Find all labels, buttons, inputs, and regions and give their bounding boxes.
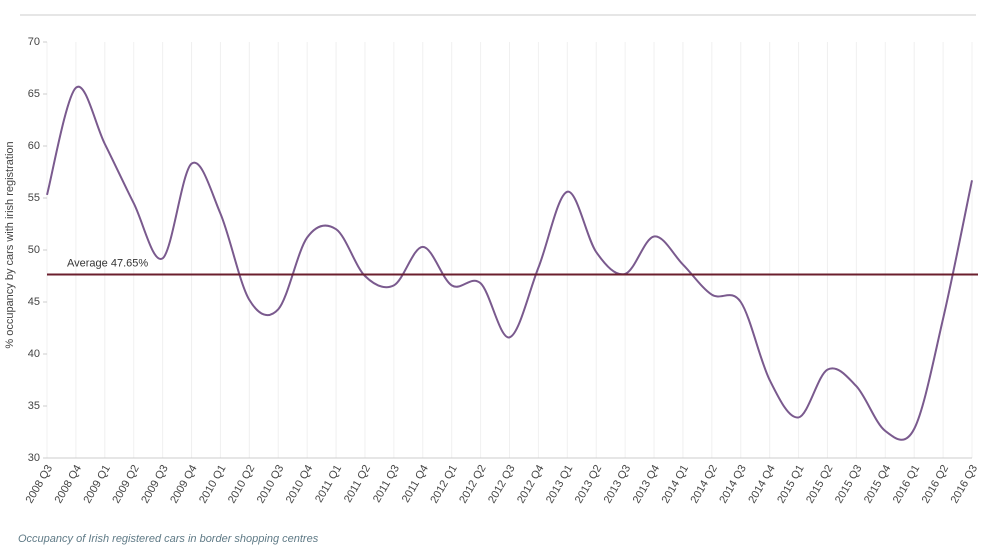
- x-tick-label: 2015 Q4: [862, 463, 893, 506]
- x-tick-label: 2011 Q4: [400, 463, 431, 505]
- x-tick-label: 2013 Q4: [631, 463, 662, 506]
- x-tick-label: 2014 Q3: [717, 463, 748, 506]
- x-tick-label: 2011 Q2: [342, 463, 373, 505]
- x-tick-label: 2013 Q2: [573, 463, 604, 506]
- x-tick-label: 2015 Q3: [833, 463, 864, 506]
- x-tick-label: 2016 Q3: [949, 463, 980, 506]
- x-tick-label: 2009 Q2: [110, 463, 141, 506]
- y-tick-label: 55: [28, 192, 40, 204]
- y-tick-label: 50: [28, 244, 40, 256]
- x-tick-label: 2013 Q3: [602, 463, 633, 506]
- x-tick-label: 2008 Q3: [24, 463, 55, 506]
- x-tick-label: 2010 Q4: [284, 463, 315, 506]
- x-tick-label: 2008 Q4: [53, 463, 84, 506]
- x-tick-label: 2012 Q3: [486, 463, 517, 506]
- x-tick-label: 2011 Q3: [371, 463, 402, 505]
- y-tick-label: 40: [28, 348, 40, 360]
- x-tick-label: 2014 Q2: [688, 463, 719, 506]
- y-tick-label: 45: [28, 296, 40, 308]
- x-tick-label: 2014 Q4: [746, 463, 777, 506]
- x-tick-label: 2016 Q1: [891, 463, 922, 506]
- x-tick-label: 2010 Q3: [255, 463, 286, 506]
- caption: Occupancy of Irish registered cars in bo…: [18, 533, 319, 545]
- y-tick-label: 70: [28, 36, 40, 48]
- x-tick-label: 2010 Q1: [197, 463, 228, 506]
- y-tick-label: 60: [28, 140, 40, 152]
- y-tick-label: 65: [28, 88, 40, 100]
- y-tick-label: 30: [28, 452, 40, 464]
- x-tick-label: 2009 Q4: [168, 463, 199, 506]
- x-tick-label: 2011 Q1: [313, 463, 344, 505]
- y-tick-label: 35: [28, 400, 40, 412]
- x-tick-label: 2015 Q1: [775, 463, 806, 506]
- x-tick-label: 2012 Q1: [428, 463, 459, 506]
- x-tick-label: 2013 Q1: [544, 463, 575, 506]
- x-tick-label: 2010 Q2: [226, 463, 257, 506]
- data-line: [46, 85, 973, 441]
- x-tick-label: 2009 Q1: [81, 463, 112, 506]
- x-tick-label: 2014 Q1: [660, 463, 691, 506]
- x-tick-label: 2015 Q2: [804, 463, 835, 506]
- x-tick-label: 2009 Q3: [139, 463, 170, 506]
- average-label: Average 47.65%: [67, 257, 148, 269]
- x-tick-label: 2012 Q4: [515, 463, 546, 506]
- x-tick-label: 2012 Q2: [457, 463, 488, 506]
- y-axis-label: % occupancy by cars with irish registrat…: [4, 141, 16, 348]
- x-tick-label: 2016 Q2: [920, 463, 951, 506]
